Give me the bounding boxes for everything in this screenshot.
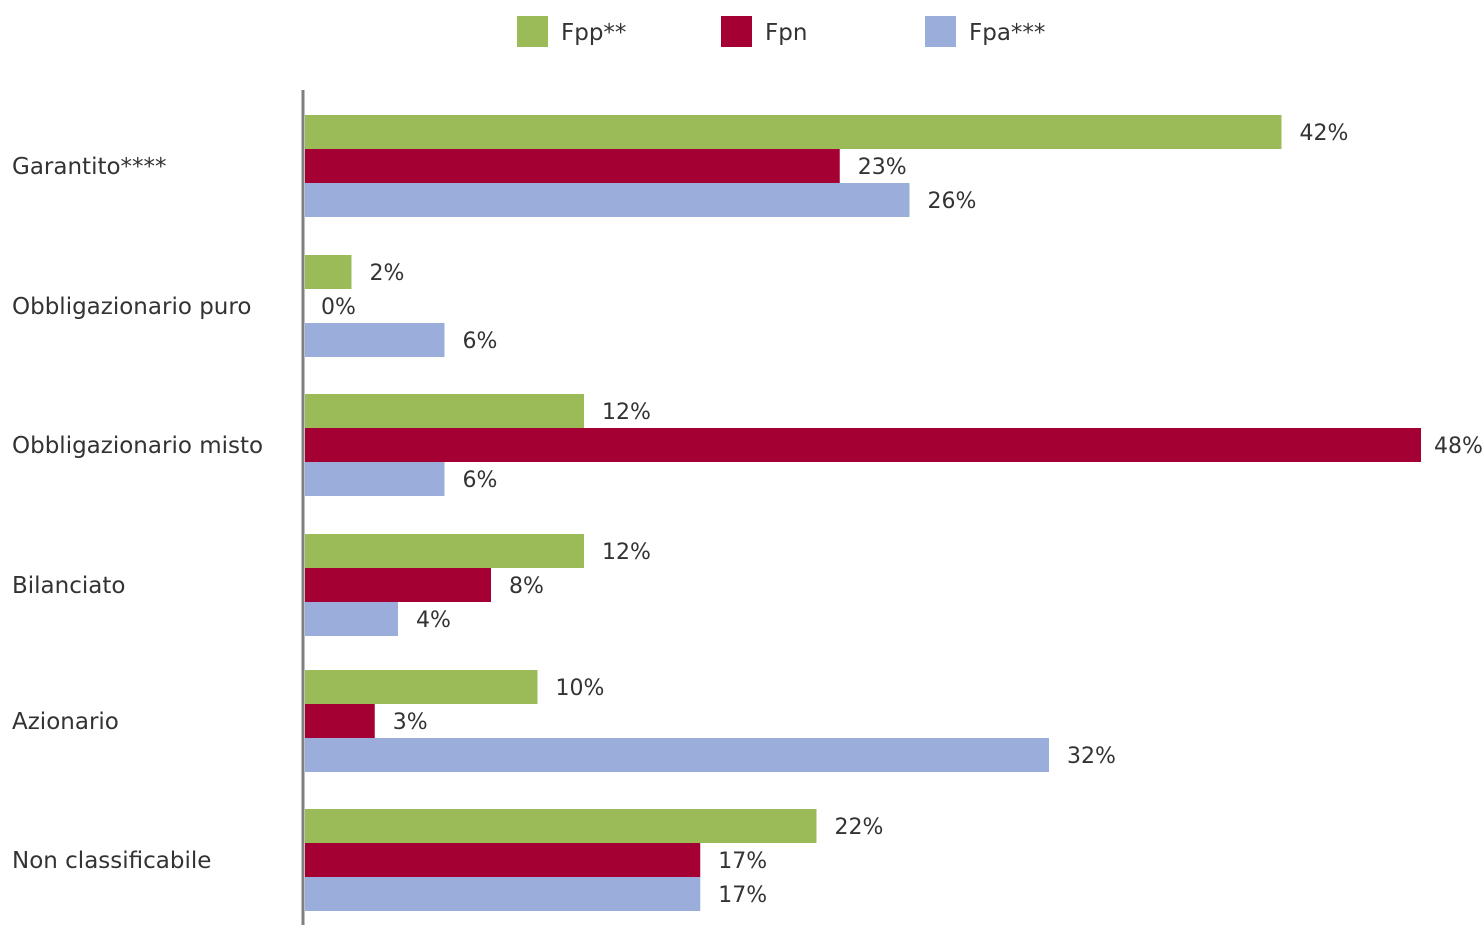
- category-label-obbligazionario-puro: Obbligazionario puro: [12, 294, 251, 320]
- value-label-fpa-non-classificabile: 17%: [718, 883, 767, 908]
- bar-fpn-garantito: [305, 149, 840, 183]
- value-label-fpp-bilanciato: 12%: [602, 540, 651, 565]
- value-label-fpa-garantito: 26%: [928, 189, 977, 214]
- category-label-non-classificabile: Non classificabile: [12, 848, 211, 874]
- value-label-fpp-azionario: 10%: [556, 676, 605, 701]
- legend: Fpp** Fpn Fpa***: [517, 16, 1045, 47]
- value-label-fpa-bilanciato: 4%: [416, 608, 451, 633]
- bar-fpp-azionario: [305, 670, 538, 704]
- value-label-fpn-non-classificabile: 17%: [718, 849, 767, 874]
- category-label-garantito: Garantito****: [12, 154, 167, 180]
- bar-fpp-obbligazionario-puro: [305, 255, 352, 289]
- value-label-fpp-obbligazionario-puro: 2%: [370, 261, 405, 286]
- bar-fpa-obbligazionario-misto: [305, 462, 445, 496]
- value-label-fpp-obbligazionario-misto: 12%: [602, 400, 651, 425]
- category-labels: Garantito**** Obbligazionario puro Obbliga…: [12, 154, 263, 874]
- value-label-fpa-azionario: 32%: [1067, 744, 1116, 769]
- category-label-obbligazionario-misto: Obbligazionario misto: [12, 433, 263, 459]
- bar-fpa-non-classificabile: [305, 877, 701, 911]
- bar-fpa-garantito: [305, 183, 910, 217]
- bar-fpn-obbligazionario-misto: [305, 428, 1421, 462]
- value-label-fpa-obbligazionario-misto: 6%: [463, 468, 498, 493]
- value-label-fpa-obbligazionario-puro: 6%: [463, 329, 498, 354]
- value-label-fpn-obbligazionario-puro: 0%: [321, 295, 356, 320]
- value-label-fpn-azionario: 3%: [393, 710, 428, 735]
- bar-fpa-azionario: [305, 738, 1049, 772]
- value-label-fpp-non-classificabile: 22%: [835, 815, 884, 840]
- bar-fpn-azionario: [305, 704, 375, 738]
- value-label-fpn-obbligazionario-misto: 48%: [1434, 434, 1482, 459]
- bar-fpn-bilanciato: [305, 568, 491, 602]
- category-label-bilanciato: Bilanciato: [12, 573, 125, 599]
- bar-fpp-obbligazionario-misto: [305, 394, 584, 428]
- bar-fpa-obbligazionario-puro: [305, 323, 445, 357]
- value-label-fpn-garantito: 23%: [858, 155, 907, 180]
- bar-fpn-non-classificabile: [305, 843, 701, 877]
- legend-swatch-fpa: [925, 16, 956, 47]
- value-label-fpn-bilanciato: 8%: [509, 574, 544, 599]
- legend-label-fpp: Fpp**: [561, 20, 626, 46]
- bar-fpp-bilanciato: [305, 534, 584, 568]
- bar-fpp-non-classificabile: [305, 809, 817, 843]
- bar-fpa-bilanciato: [305, 602, 398, 636]
- legend-label-fpn: Fpn: [765, 20, 807, 46]
- bar-fpp-garantito: [305, 115, 1282, 149]
- legend-swatch-fpn: [721, 16, 752, 47]
- value-label-fpp-garantito: 42%: [1300, 121, 1349, 146]
- bars: 42% 23% 26% 2% 0% 6% 12% 48% 6% 12% 8% 4% 10% 3% 32% 22…: [305, 115, 1482, 911]
- category-label-azionario: Azionario: [12, 709, 119, 735]
- legend-label-fpa: Fpa***: [969, 20, 1045, 46]
- legend-swatch-fpp: [517, 16, 548, 47]
